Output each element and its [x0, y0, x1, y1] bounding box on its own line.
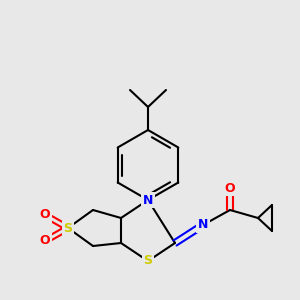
Text: O: O	[40, 208, 50, 221]
Text: O: O	[225, 182, 235, 194]
Text: S: S	[64, 221, 73, 235]
Text: N: N	[143, 194, 153, 206]
Text: O: O	[40, 235, 50, 248]
Text: S: S	[143, 254, 152, 268]
Text: N: N	[198, 218, 208, 232]
